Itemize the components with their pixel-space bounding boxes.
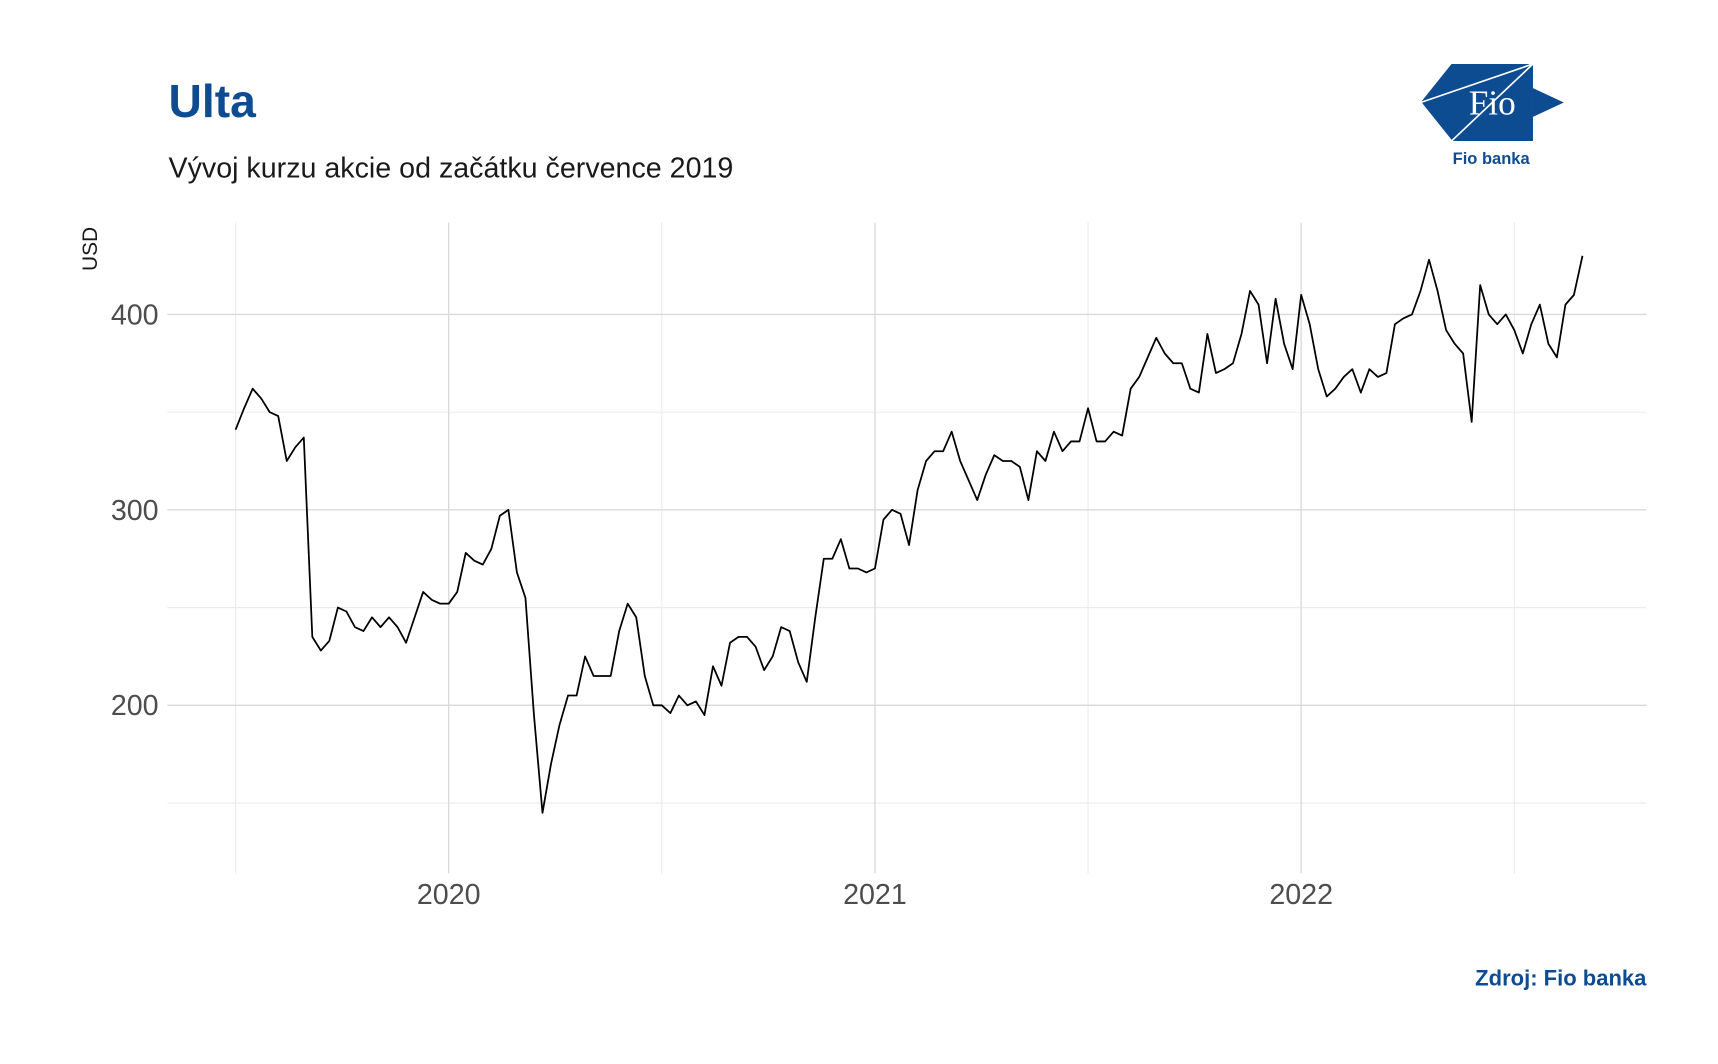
chart-title: Ulta xyxy=(168,75,257,127)
grid: 200 300 400 2020 2021 2022 xyxy=(111,222,1647,911)
x-tick-label: 2022 xyxy=(1269,879,1333,911)
y-axis-label: USD xyxy=(79,227,102,271)
logo-outline xyxy=(1420,63,1534,143)
plot xyxy=(234,255,1584,814)
logo-arrow xyxy=(1532,88,1564,117)
source-note: Zdroj: Fio banka xyxy=(1475,966,1647,991)
x-tick-label: 2020 xyxy=(417,879,481,911)
y-tick-label: 300 xyxy=(111,495,159,527)
price-line xyxy=(234,255,1584,814)
chart-subtitle: Vývoj kurzu akcie od začátku července 20… xyxy=(168,152,733,184)
logo: Fio Fio banka xyxy=(1420,63,1564,168)
logo-shape xyxy=(1420,63,1533,142)
y-tick-label: 400 xyxy=(111,299,159,331)
logo-mark: Fio xyxy=(1469,84,1516,123)
y-tick-label: 200 xyxy=(111,690,159,722)
logo-caption: Fio banka xyxy=(1453,150,1531,168)
x-tick-label: 2021 xyxy=(843,879,907,911)
